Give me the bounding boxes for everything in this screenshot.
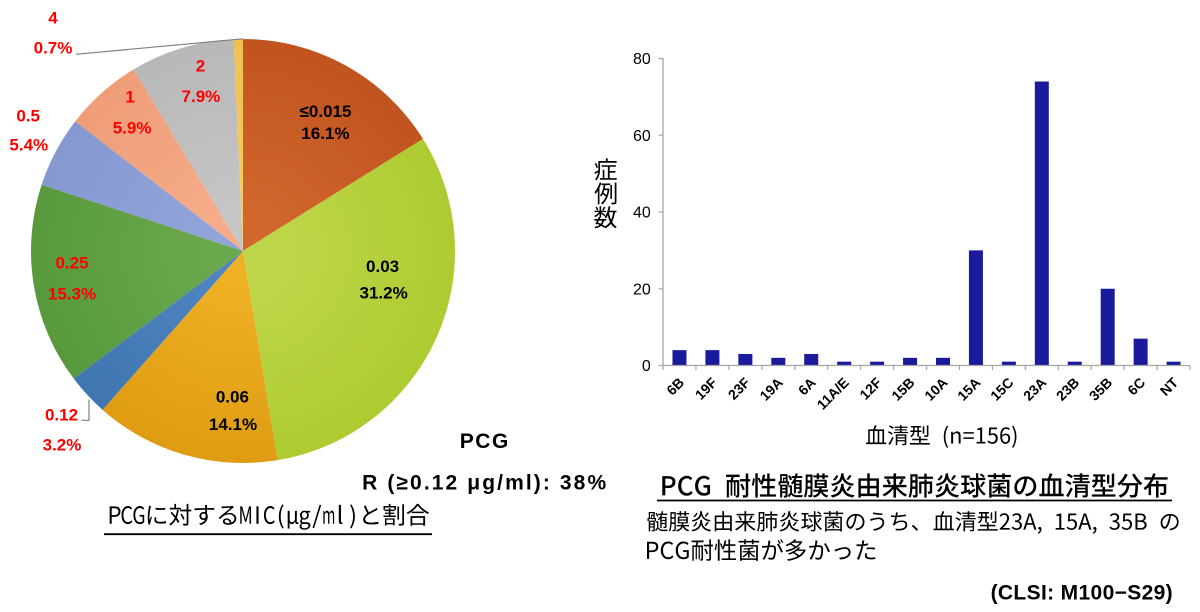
svg-text:31.2%: 31.2%	[359, 284, 407, 303]
svg-text:(CLSI: M100−S29): (CLSI: M100−S29)	[991, 581, 1173, 604]
svg-text:15.3%: 15.3%	[48, 284, 96, 303]
svg-text:0.12: 0.12	[45, 406, 78, 425]
svg-text:7.9%: 7.9%	[182, 87, 221, 106]
svg-text:≤0.015: ≤0.015	[300, 102, 352, 121]
svg-text:3.2%: 3.2%	[43, 436, 82, 455]
svg-text:60: 60	[633, 128, 651, 145]
svg-text:0.5: 0.5	[16, 107, 40, 126]
svg-text:5.4%: 5.4%	[9, 135, 48, 154]
svg-text:R (≥0.12 μg/ml): 38%: R (≥0.12 μg/ml): 38%	[362, 472, 608, 495]
svg-text:40: 40	[633, 205, 651, 222]
svg-text:PCG: PCG	[460, 430, 510, 453]
svg-text:0: 0	[642, 358, 651, 375]
svg-text:5.9%: 5.9%	[113, 118, 152, 137]
svg-text:0.03: 0.03	[366, 257, 399, 276]
svg-text:0.25: 0.25	[55, 254, 88, 273]
svg-text:20: 20	[633, 281, 651, 298]
svg-text:1: 1	[125, 88, 134, 107]
svg-text:0.7%: 0.7%	[34, 39, 73, 58]
svg-text:80: 80	[633, 51, 651, 68]
svg-text:2: 2	[196, 56, 205, 75]
svg-text:0.06: 0.06	[216, 387, 249, 406]
svg-text:14.1%: 14.1%	[209, 415, 257, 434]
svg-text:16.1%: 16.1%	[301, 124, 349, 143]
svg-text:4: 4	[48, 9, 58, 28]
